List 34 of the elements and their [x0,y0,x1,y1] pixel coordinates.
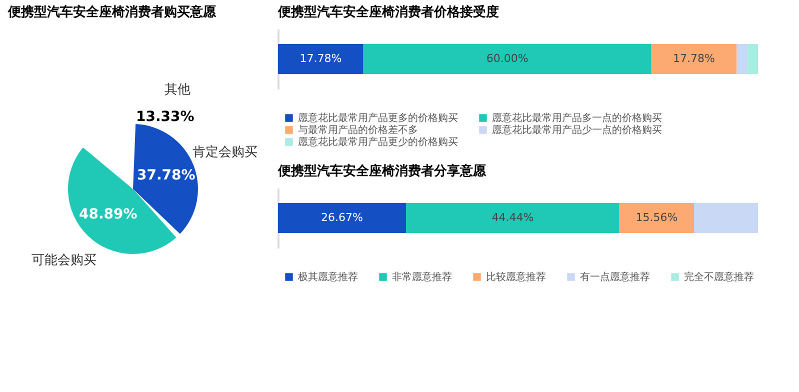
chart-title: 便携型汽车安全座椅消费者购买意愿 [7,4,217,20]
bar [619,203,694,233]
data-label: 60.00% [486,52,528,65]
legend-label: 愿意花比最常用产品更少的价格购买 [298,136,458,148]
legend-label: 完全不愿意推荐 [684,271,754,283]
data-label: 17.78% [673,52,715,65]
bar [406,203,620,233]
data-label: 44.44% [492,211,534,224]
data-label: 26.67% [321,211,363,224]
bar [363,44,652,74]
bar [651,44,737,74]
legend-label: 愿意花比最常用产品多一点的价格购买 [492,112,662,124]
chart-title: 便携型汽车安全座椅消费者分享意愿 [277,163,487,179]
bar [278,44,364,74]
data-label: 37.78% [136,168,196,184]
legend-label: 愿意花比最常用产品少一点的价格购买 [492,124,662,136]
slice-label: 肯定会购买 [192,144,258,160]
slice-label: 其他 [164,82,190,98]
legend-label: 愿意花比最常用产品更多的价格购买 [298,112,458,124]
legend-label: 比较愿意推荐 [486,271,546,283]
slice-label: 可能会购买 [32,253,97,268]
legend-label: 有一点愿意推荐 [580,271,650,283]
bar [747,44,758,74]
legend-label: 极其愿意推荐 [297,271,358,283]
bar [694,203,758,233]
data-label: 17.78% [300,52,342,65]
data-label: 13.33% [136,108,194,125]
data-label: 15.56% [636,211,678,224]
bar [736,44,748,74]
data-label: 48.89% [79,206,138,223]
bar [278,203,406,233]
chart-title: 便携型汽车安全座椅消费者价格接受度 [277,4,499,20]
legend-label: 非常愿意推荐 [392,271,452,283]
legend-label: 与最常用产品的价格差不多 [298,124,418,136]
